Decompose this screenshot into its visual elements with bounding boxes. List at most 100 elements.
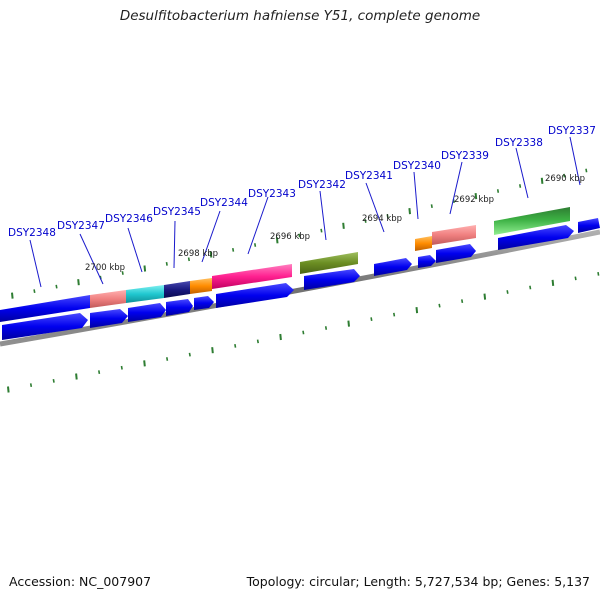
gene-label-dsy2343[interactable]: DSY2343: [248, 188, 296, 200]
scale-tick: [302, 330, 305, 335]
scale-tick: [165, 261, 168, 266]
genome-backbone: [0, 229, 600, 347]
scale-tick: [364, 219, 367, 223]
scale-tick: [483, 293, 487, 300]
feature-dsy2343[interactable]: [212, 264, 292, 289]
scale-tick: [393, 312, 396, 317]
cds-arrow[interactable]: [216, 283, 294, 308]
scale-label-2700: 2700 kbp: [85, 263, 125, 273]
scale-tick: [187, 257, 190, 262]
scale-tick: [234, 343, 237, 348]
cds-arrow[interactable]: [304, 269, 360, 290]
scale-tick: [563, 173, 566, 178]
feature-track: [0, 207, 570, 322]
scale-tick: [209, 251, 213, 258]
scale-tick: [143, 265, 147, 272]
gene-label-dsy2338[interactable]: DSY2338: [495, 137, 543, 149]
scale-tick: [506, 290, 509, 294]
scale-tick: [540, 177, 544, 184]
inner-tick-row: [7, 271, 600, 393]
scale-tick: [256, 339, 259, 344]
feature-dsy2346[interactable]: [126, 285, 164, 303]
scale-tick: [415, 307, 419, 314]
scale-tick: [597, 271, 600, 276]
genome-summary-text: Topology: circular; Length: 5,727,534 bp…: [246, 574, 590, 589]
gene-label-dsy2344[interactable]: DSY2344: [200, 197, 248, 209]
scale-tick: [98, 370, 101, 375]
scale-label-2694: 2694 kbp: [362, 214, 402, 224]
gene-label-dsy2340[interactable]: DSY2340: [393, 160, 441, 172]
outer-tick-row: [11, 168, 588, 299]
gene-labels: DSY2348 DSY2347 DSY2346 DSY2345 DSY2344 …: [8, 125, 596, 239]
scale-label-2690: 2690 kbp: [545, 174, 585, 184]
scale-tick: [496, 189, 500, 193]
scale-tick: [143, 360, 146, 367]
scale-tick: [347, 320, 350, 327]
scale-tick: [474, 193, 478, 200]
gene-leader-lines: [29, 136, 581, 288]
scale-tick: [52, 378, 55, 383]
cds-arrow[interactable]: [374, 258, 412, 276]
gene-label-dsy2339[interactable]: DSY2339: [441, 150, 489, 162]
scale-tick: [33, 289, 36, 294]
scale-tick: [551, 279, 555, 286]
scale-tick: [519, 184, 522, 188]
cds-arrow[interactable]: [578, 218, 600, 233]
feature-dsy2342[interactable]: [300, 252, 358, 274]
cds-arrow[interactable]: [90, 309, 128, 328]
feature-dsy2338[interactable]: [494, 207, 570, 235]
feature-dsy2345[interactable]: [164, 281, 190, 298]
scale-tick: [120, 365, 123, 370]
scale-tick: [77, 279, 80, 286]
scale-tick: [29, 383, 33, 388]
gene-label-dsy2345[interactable]: DSY2345: [153, 206, 201, 218]
scale-tick: [574, 276, 577, 281]
scale-tick: [232, 247, 235, 252]
scale-tick: [11, 292, 14, 299]
scale-tick: [75, 373, 78, 380]
scale-tick: [320, 228, 323, 233]
scale-tick: [188, 352, 191, 357]
gene-label-dsy2346[interactable]: DSY2346: [105, 213, 153, 225]
scale-tick: [298, 233, 301, 238]
page-title: Desulfitobacterium hafniense Y51, comple…: [119, 8, 481, 24]
feature-dsy2339[interactable]: [432, 225, 476, 245]
gene-label-dsy2337[interactable]: DSY2337: [548, 125, 596, 137]
cds-arrow[interactable]: [436, 244, 476, 263]
gene-label-dsy2341[interactable]: DSY2341: [345, 170, 393, 182]
feature-dsy2340[interactable]: [415, 236, 432, 251]
scale-tick: [408, 208, 411, 215]
scale-tick: [430, 204, 433, 209]
cds-arrow[interactable]: [418, 255, 436, 268]
cds-arrow[interactable]: [498, 225, 574, 250]
gene-label-dsy2342[interactable]: DSY2342: [298, 179, 346, 191]
cds-arrow[interactable]: [2, 313, 88, 340]
scale-tick: [386, 214, 389, 218]
accession-text: Accession: NC_007907: [9, 574, 152, 589]
feature-dsy2348[interactable]: [0, 295, 90, 322]
scale-tick: [55, 284, 58, 289]
scale-tick: [275, 237, 279, 244]
cds-track: [2, 218, 600, 340]
scale-tick: [370, 317, 373, 322]
gene-label-dsy2347[interactable]: DSY2347: [57, 220, 105, 232]
scale-tick: [324, 326, 328, 330]
feature-dsy2344[interactable]: [190, 278, 212, 294]
cds-arrow[interactable]: [194, 296, 214, 310]
scale-tick: [7, 386, 10, 393]
scale-tick: [211, 347, 214, 354]
scale-tick: [342, 222, 345, 229]
scale-tick: [254, 243, 257, 247]
scale-label-2692: 2692 kbp: [454, 195, 494, 205]
scale-tick: [279, 333, 282, 341]
scale-tick: [585, 168, 588, 173]
feature-dsy2347[interactable]: [90, 290, 126, 308]
cds-arrow[interactable]: [166, 299, 193, 316]
scale-tick: [438, 303, 441, 308]
gene-label-dsy2348[interactable]: DSY2348: [8, 227, 56, 239]
scale-label-2698: 2698 kbp: [178, 249, 218, 259]
cds-arrow[interactable]: [128, 303, 166, 322]
scale-labels: 2700 kbp 2698 kbp 2696 kbp 2694 kbp 2692…: [85, 174, 585, 273]
scale-label-2696: 2696 kbp: [270, 232, 310, 242]
